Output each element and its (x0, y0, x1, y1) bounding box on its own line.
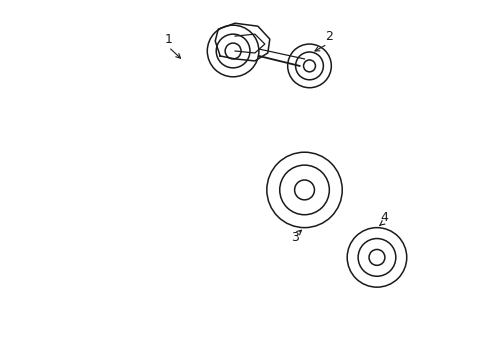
Text: 2: 2 (325, 30, 333, 42)
Text: 1: 1 (164, 33, 172, 46)
Text: 3: 3 (290, 231, 298, 244)
Text: 4: 4 (379, 211, 387, 224)
